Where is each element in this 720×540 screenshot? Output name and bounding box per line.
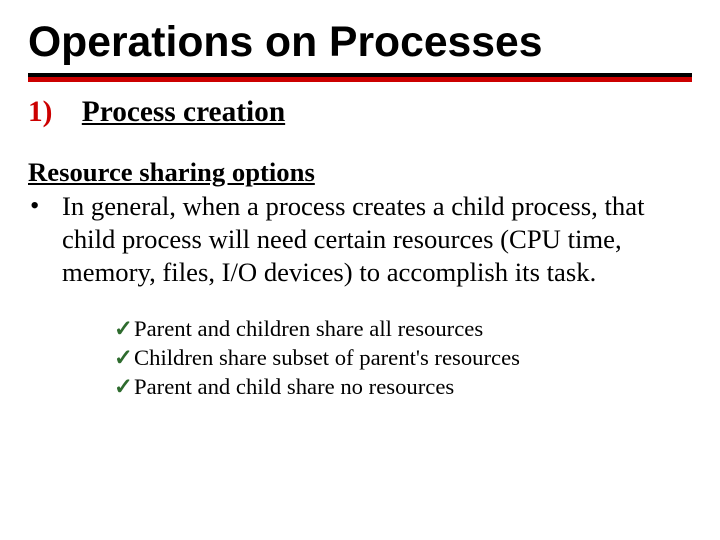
section-number: 1) [28,96,52,128]
check-text: Parent and child share no resources [134,374,454,400]
check-icon: ✓ [114,315,134,342]
section-heading: 1) Process creation [28,96,692,129]
bullet-marker: • [28,190,62,289]
check-text: Parent and children share all resources [134,316,483,342]
check-item: ✓Children share subset of parent's resou… [114,344,692,371]
bullet-text: In general, when a process creates a chi… [62,190,692,289]
check-item: ✓Parent and child share no resources [114,373,692,400]
bullet-item: • In general, when a process creates a c… [28,190,692,289]
title-block: Operations on Processes [28,18,692,82]
section-label: Process creation [82,96,285,128]
subheading: Resource sharing options [28,157,692,188]
check-icon: ✓ [114,344,134,371]
slide: Operations on Processes 1) Process creat… [0,0,720,540]
divider-red [28,77,692,82]
slide-title: Operations on Processes [28,18,692,67]
check-icon: ✓ [114,373,134,400]
check-item: ✓Parent and children share all resources [114,315,692,342]
check-text: Children share subset of parent's resour… [134,345,520,371]
check-list: ✓Parent and children share all resources… [114,315,692,400]
